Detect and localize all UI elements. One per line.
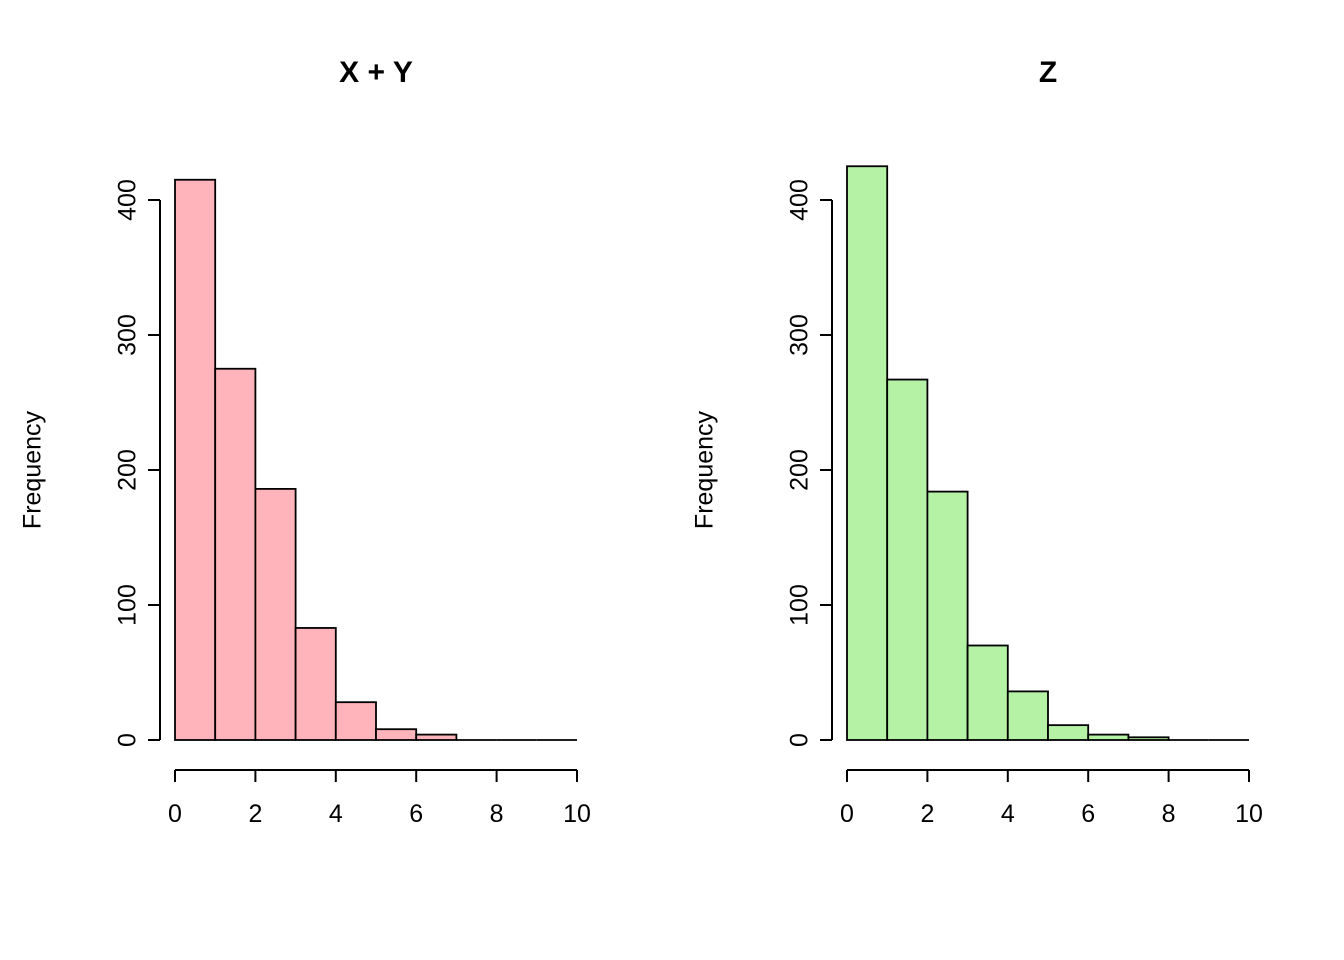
histogram-bar	[926, 490, 969, 741]
x-tick-label: 0	[168, 800, 182, 828]
y-axis-title: Frequency	[691, 410, 719, 529]
x-tick-label: 2	[248, 800, 262, 828]
x-tick-label: 8	[490, 800, 504, 828]
histogram-bar	[294, 627, 337, 741]
histogram-bar	[886, 378, 929, 741]
histogram-bar	[334, 701, 377, 741]
histogram-bar	[375, 728, 418, 741]
histogram-panel-z: 0 100 200 300 400 0 2 4 6 8 10 Frequency Z	[672, 0, 1344, 960]
histogram-z: 0 100 200 300 400 0 2 4 6 8 10 Frequency Z	[691, 56, 1263, 828]
x-tick-label: 4	[1001, 800, 1015, 828]
histogram-bar	[214, 367, 257, 741]
chart-title: Z	[1039, 56, 1057, 89]
y-tick-label: 0	[114, 733, 142, 747]
y-tick-label: 0	[786, 733, 814, 747]
x-tick-label: 6	[1081, 800, 1095, 828]
y-tick-label: 200	[786, 449, 814, 491]
histogram-bar	[966, 644, 1009, 741]
y-tick-label: 300	[114, 314, 142, 356]
y-axis-title: Frequency	[19, 410, 47, 529]
histogram-bar	[1006, 690, 1049, 741]
x-tick-label: 4	[329, 800, 343, 828]
y-tick-label: 200	[114, 449, 142, 491]
x-tick-label: 2	[920, 800, 934, 828]
histogram-bar	[415, 733, 458, 741]
y-tick-label: 400	[786, 179, 814, 221]
y-tick-label: 100	[786, 584, 814, 626]
histogram-bar	[846, 165, 889, 741]
chart-title: X + Y	[339, 56, 413, 89]
histogram-bar	[254, 487, 297, 741]
x-tick-label: 0	[840, 800, 854, 828]
x-tick-label: 10	[563, 800, 591, 828]
histogram-bar	[1047, 724, 1090, 741]
histogram-x-plus-y: 0 100 200 300 400 0 2 4 6 8 10 Frequency X + Y	[19, 56, 591, 828]
y-tick-label: 300	[786, 314, 814, 356]
y-tick-label: 400	[114, 179, 142, 221]
y-tick-label: 100	[114, 584, 142, 626]
histogram-bar	[1127, 736, 1170, 741]
histogram-panel-x-plus-y: 0 100 200 300 400 0 2 4 6 8 10 Frequency X + Y	[19, 56, 591, 828]
histogram-bar	[1087, 733, 1130, 741]
x-tick-label: 8	[1162, 800, 1176, 828]
x-tick-label: 10	[1235, 800, 1263, 828]
x-tick-label: 6	[409, 800, 423, 828]
histogram-bar	[174, 178, 217, 741]
